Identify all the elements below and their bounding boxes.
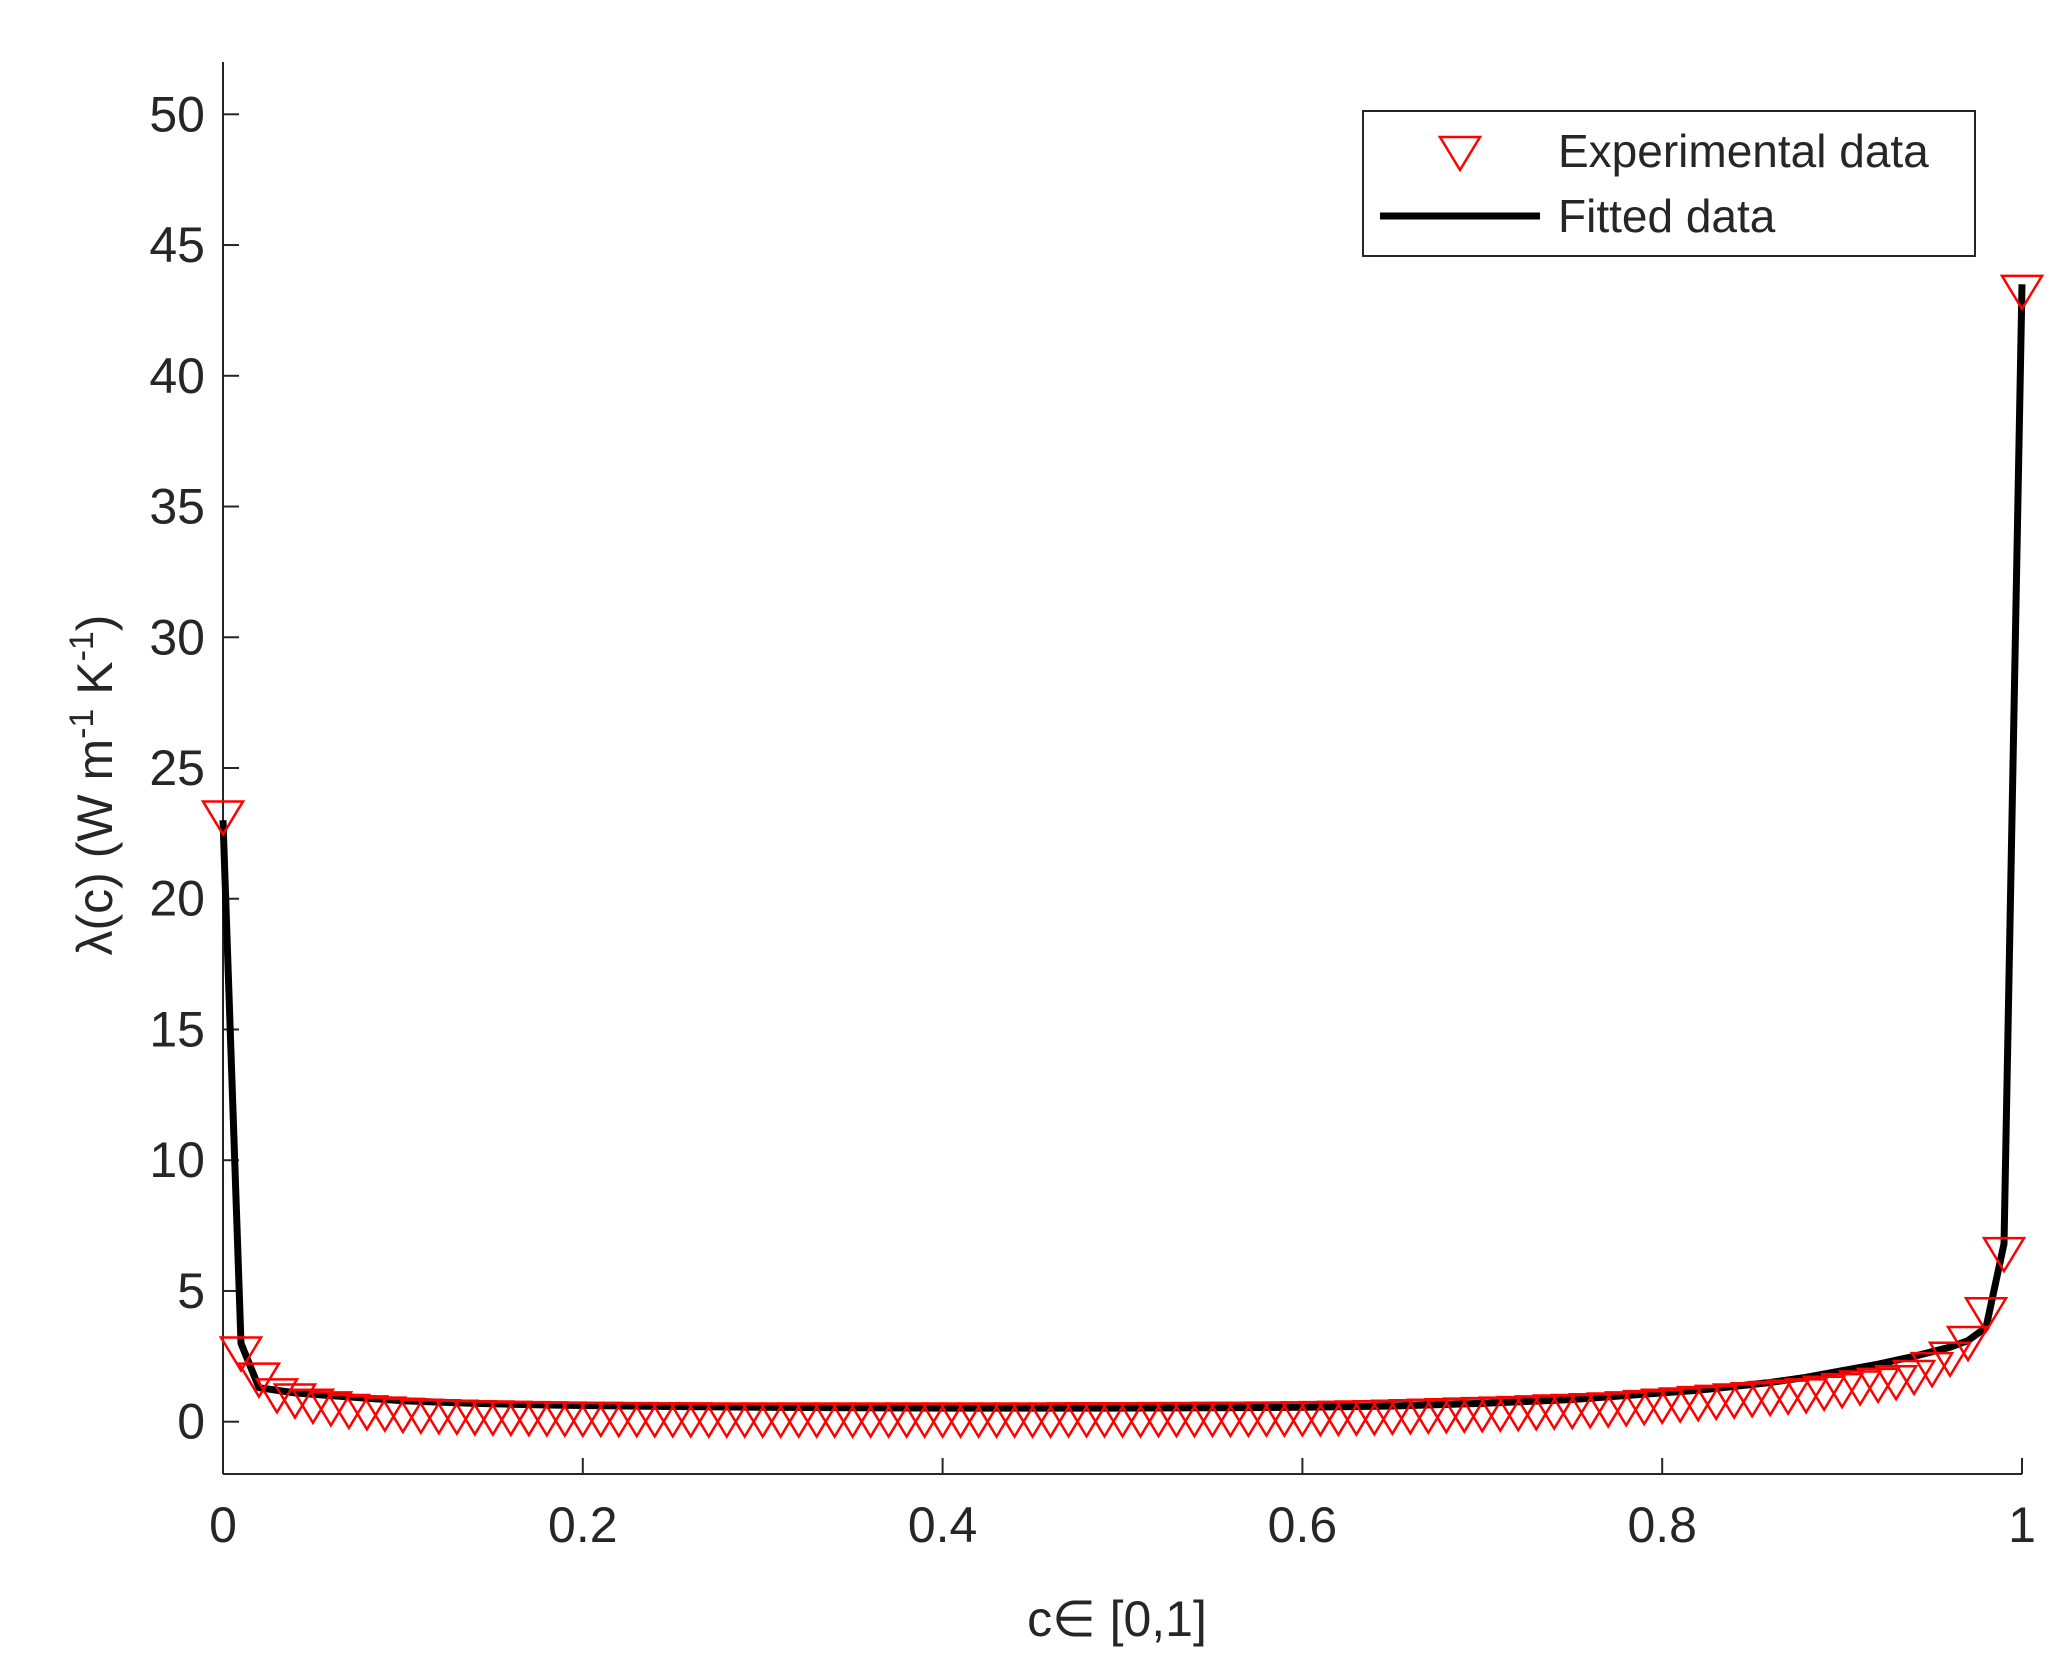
legend-experimental-marker-icon bbox=[1437, 135, 1483, 173]
y-tick-label: 5 bbox=[177, 1263, 205, 1319]
experimental-data-point bbox=[344, 1395, 390, 1432]
y-label-text: ) bbox=[67, 615, 123, 632]
axes bbox=[222, 62, 2023, 1475]
experimental-data-point bbox=[1945, 1325, 1991, 1363]
experimental-data-point bbox=[218, 1336, 264, 1373]
x-tick-label: 0.2 bbox=[548, 1497, 618, 1553]
legend-box bbox=[1362, 110, 1976, 257]
y-tick-label: 10 bbox=[149, 1132, 205, 1188]
experimental-data-point bbox=[326, 1393, 372, 1431]
x-tick-label: 0.6 bbox=[1268, 1497, 1338, 1553]
y-label-text: λ(c) (W m bbox=[67, 739, 123, 956]
experimental-data-point bbox=[272, 1383, 318, 1420]
experimental-data-point bbox=[1963, 1297, 2009, 1334]
y-tick-label: 30 bbox=[149, 609, 205, 665]
experimental-data-point bbox=[254, 1378, 300, 1415]
y-tick-label: 15 bbox=[149, 1001, 205, 1057]
experimental-data-point bbox=[1981, 1236, 2027, 1274]
legend-triangle-marker bbox=[1437, 135, 1483, 173]
y-tick-label: 50 bbox=[149, 86, 205, 142]
legend-label-fitted: Fitted data bbox=[1558, 190, 1776, 242]
experimental-data-point bbox=[362, 1396, 408, 1434]
experimental-data-point bbox=[200, 800, 246, 837]
y-axis-label: λ(c) (W m-1 K-1) bbox=[63, 615, 123, 956]
y-label-text: K bbox=[67, 661, 123, 708]
y-tick-label: 35 bbox=[149, 479, 205, 535]
y-tick-label: 45 bbox=[149, 217, 205, 273]
x-tick-label: 0.8 bbox=[1627, 1497, 1697, 1553]
x-tick-label: 1 bbox=[2008, 1497, 2036, 1553]
experimental-data-point bbox=[1891, 1359, 1937, 1397]
y-label-superscript: -1 bbox=[63, 709, 101, 739]
y-tick-label: 20 bbox=[149, 871, 205, 927]
experimental-data-point bbox=[290, 1388, 336, 1426]
experimental-data-point bbox=[308, 1391, 354, 1428]
y-label-superscript: -1 bbox=[63, 631, 101, 661]
y-tick-label: 40 bbox=[149, 348, 205, 404]
experimental-data-point bbox=[1909, 1351, 1955, 1389]
x-axis-label: c∈ [0,1] bbox=[1027, 1591, 1207, 1647]
legend: Experimental data Fitted data bbox=[1362, 110, 1976, 257]
x-tick-label: 0.4 bbox=[908, 1497, 978, 1553]
x-tick-label: 0 bbox=[209, 1497, 237, 1553]
experimental-data-point bbox=[1927, 1341, 1973, 1379]
legend-label-experimental: Experimental data bbox=[1558, 125, 1929, 177]
experimental-data-series bbox=[200, 274, 2045, 1440]
y-tick-label: 25 bbox=[149, 740, 205, 796]
experimental-data-point bbox=[1999, 274, 2045, 312]
y-tick-label: 0 bbox=[177, 1394, 205, 1450]
